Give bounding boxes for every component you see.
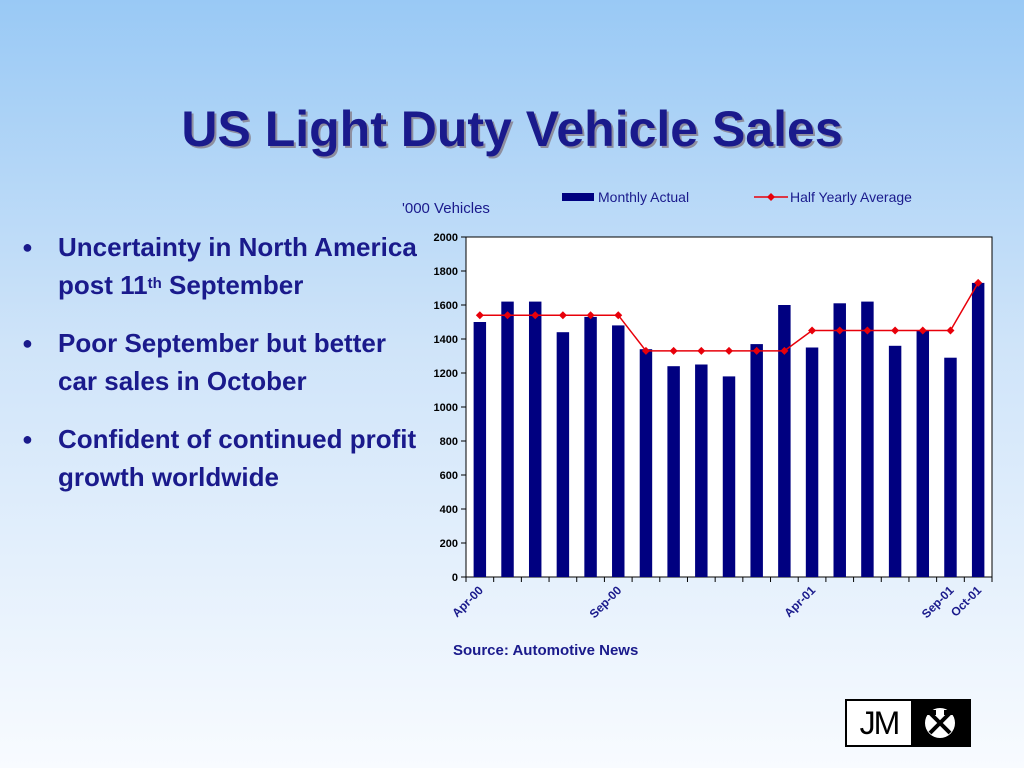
y-tick-label: 1200 (434, 368, 458, 380)
bar-monthly-actual (805, 347, 819, 577)
point-half-yearly-average (918, 326, 927, 335)
slide-title: US Light Duty Vehicle Sales (181, 101, 843, 157)
point-half-yearly-average (586, 311, 595, 320)
bullet-text: Confident of continued profit growth wor… (58, 424, 417, 492)
crossed-hammers-icon (911, 701, 969, 745)
bullet-item: ● Uncertainty in North America post 11th… (18, 228, 418, 304)
x-tick-label: Apr-00 (449, 583, 486, 620)
bar-monthly-actual (612, 325, 625, 577)
y-tick-label: 800 (440, 436, 458, 448)
bar-monthly-actual (722, 376, 736, 577)
bar-monthly-actual (750, 344, 763, 577)
bar-monthly-actual (584, 316, 597, 577)
point-half-yearly-average (946, 326, 955, 335)
point-half-yearly-average (780, 346, 789, 355)
point-half-yearly-average (863, 326, 872, 335)
point-half-yearly-average (891, 326, 900, 335)
vehicle-sales-chart: '000 Vehicles Monthly Actual Half Yearly… (402, 189, 993, 621)
bar-monthly-actual (861, 301, 874, 577)
y-tick-label: 400 (440, 504, 458, 516)
legend: Monthly Actual Half Yearly Average (562, 189, 912, 205)
bar-monthly-actual (916, 330, 930, 577)
point-half-yearly-average (531, 311, 540, 320)
bar-monthly-actual (528, 301, 542, 577)
bullet-item: ● Confident of continued profit growth w… (18, 420, 418, 496)
bullet-text: Poor September but better car sales in O… (58, 328, 386, 396)
logo-text: JM (859, 704, 901, 741)
bullet-item: ● Poor September but better car sales in… (18, 324, 418, 400)
bar-monthly-actual (695, 364, 708, 577)
point-half-yearly-average (752, 346, 761, 355)
point-half-yearly-average (808, 326, 817, 335)
source-note: Source: Automotive News (453, 642, 639, 659)
point-half-yearly-average (835, 326, 844, 335)
y-tick-label: 1000 (434, 402, 458, 414)
legend-label-monthly-actual: Monthly Actual (598, 189, 689, 205)
bar-monthly-actual (778, 305, 791, 577)
y-tick-label: 1400 (434, 334, 458, 346)
bullet-dot-icon: ● (22, 333, 33, 353)
bar-monthly-actual (944, 357, 957, 577)
x-tick-label: Sep-01 (919, 583, 957, 621)
bullet-superscript: th (147, 275, 162, 292)
bullet-list: ● Uncertainty in North America post 11th… (18, 228, 418, 516)
x-tick-label: Sep-00 (587, 583, 625, 621)
bullet-dot-icon: ● (22, 429, 33, 449)
point-half-yearly-average (503, 311, 512, 320)
y-axis-label: '000 Vehicles (402, 200, 490, 217)
point-half-yearly-average (614, 311, 623, 320)
bullet-text: Uncertainty in North America post 11 (58, 232, 417, 300)
point-half-yearly-average (669, 346, 678, 355)
bullet-text-tail: September (161, 270, 304, 300)
bar-monthly-actual (639, 349, 653, 577)
y-tick-label: 1800 (434, 266, 458, 278)
bar-monthly-actual (667, 366, 680, 577)
point-half-yearly-average (697, 346, 706, 355)
point-half-yearly-average (725, 346, 733, 355)
legend-marker-half-yearly (767, 193, 775, 201)
y-tick-label: 2000 (434, 232, 458, 244)
x-tick-label: Oct-01 (948, 583, 985, 620)
y-tick-label: 200 (440, 538, 458, 550)
bar-monthly-actual (473, 322, 487, 577)
bar-monthly-actual (833, 303, 846, 577)
point-half-yearly-average (475, 311, 484, 320)
company-logo: JM (845, 699, 971, 747)
point-half-yearly-average (558, 311, 567, 320)
x-tick-label: Apr-01 (781, 583, 818, 620)
y-tick-label: 1600 (434, 300, 458, 312)
bullet-dot-icon: ● (22, 237, 33, 257)
point-half-yearly-average (974, 278, 983, 287)
point-half-yearly-average (641, 346, 650, 355)
y-tick-label: 0 (452, 572, 458, 584)
bar-monthly-actual (501, 301, 514, 577)
legend-swatch-monthly-actual (562, 193, 594, 201)
y-tick-label: 600 (440, 470, 458, 482)
bar-monthly-actual (888, 345, 902, 577)
bar-monthly-actual (556, 332, 570, 577)
bar-monthly-actual (971, 282, 985, 577)
legend-label-half-yearly: Half Yearly Average (790, 189, 912, 205)
